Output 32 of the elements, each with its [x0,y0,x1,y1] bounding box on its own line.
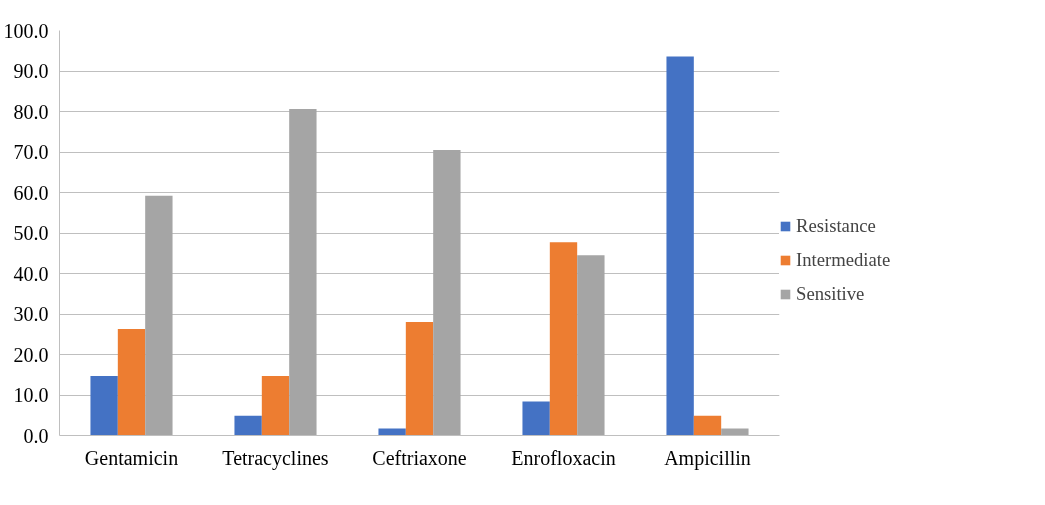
bar [666,56,694,436]
y-tick-label: 20.0 [13,343,49,366]
x-tick-label: Gentamicin [84,446,179,469]
bar [90,375,118,436]
legend-label: Sensitive [796,283,865,305]
x-tick-label: Tetracyclines [222,446,329,470]
y-tick-label: 70.0 [13,141,49,163]
y-tick-label: 50.0 [13,222,49,244]
bar [289,109,317,436]
y-tick-label: 40.0 [13,262,49,285]
bar [693,415,722,436]
bar [549,242,578,436]
bar [261,375,290,436]
y-tick-label: 30.0 [13,303,49,325]
x-tick-label: Enrofloxacin [511,446,616,469]
y-tick-label: 80.0 [13,100,49,123]
bar [522,401,550,436]
x-tick-label: Ampicillin [664,446,751,470]
bar [405,322,434,436]
x-tick-label: Ceftriaxone [372,446,467,469]
bar [117,328,146,436]
y-tick-label: 90.0 [13,60,49,82]
y-tick-label: 100.0 [3,19,49,42]
bar [234,415,262,436]
bar [577,255,605,436]
legend-label: Intermediate [796,249,891,271]
bar [145,195,173,436]
bar [433,149,461,436]
legend-label: Resistance [796,215,876,237]
y-tick-label: 60.0 [13,181,49,204]
y-tick-label: 10.0 [13,384,49,406]
y-tick-label: 0.0 [23,424,49,447]
